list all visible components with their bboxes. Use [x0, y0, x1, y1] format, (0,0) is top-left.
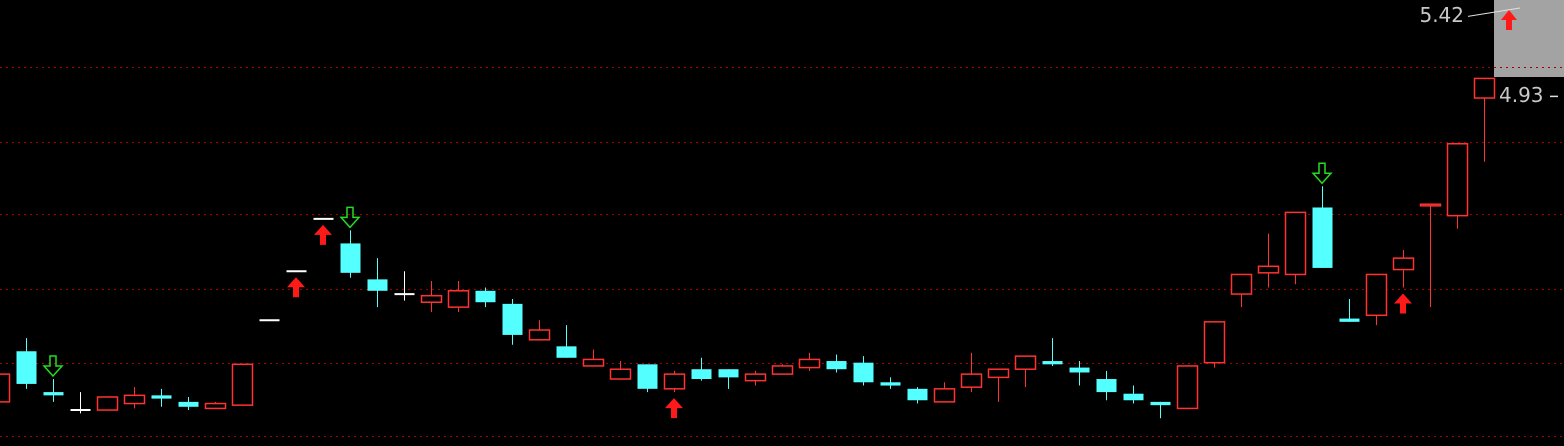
candle-body — [1365, 273, 1388, 317]
candle-body — [1446, 143, 1469, 217]
candle-body — [1042, 361, 1063, 365]
signal-arrow — [1501, 10, 1517, 30]
candle-body — [960, 373, 983, 388]
candle-body — [340, 243, 361, 273]
candle-body — [933, 388, 956, 403]
candle-body — [1014, 355, 1037, 370]
buy-arrow — [665, 398, 683, 419]
candle-body — [718, 369, 739, 378]
candle-body — [907, 388, 928, 401]
candle-body — [1069, 367, 1090, 373]
candle-body — [43, 392, 64, 396]
candle-body — [1312, 207, 1333, 268]
high-price-pointer — [1467, 7, 1521, 17]
candle-body — [798, 358, 821, 369]
candle-body — [123, 394, 146, 405]
candle-body — [16, 351, 37, 384]
candle-body — [1473, 77, 1496, 99]
candle-body — [771, 365, 794, 375]
candle-body — [1419, 203, 1442, 207]
candle-body — [502, 303, 523, 335]
candle-body — [691, 369, 712, 380]
candle-body — [0, 373, 11, 403]
candle-body — [880, 382, 901, 386]
sell-arrow — [339, 206, 361, 229]
sell-arrow — [1311, 162, 1333, 185]
high-price-label: 5.42 — [1419, 3, 1464, 27]
buy-arrow — [287, 277, 305, 298]
candle-body — [556, 346, 577, 358]
sell-arrow — [42, 355, 64, 378]
candle-body — [1230, 273, 1253, 295]
candle-body — [1123, 393, 1144, 401]
candle-body — [178, 401, 199, 407]
current-price-label: 4.93 — [1499, 83, 1544, 107]
candle-body — [1284, 211, 1307, 276]
buy-arrow — [1394, 293, 1412, 314]
candle-body — [663, 373, 686, 390]
candle-body — [1176, 365, 1199, 410]
candle-body — [1150, 401, 1171, 406]
candle-body — [582, 358, 605, 367]
candle-body — [151, 395, 172, 399]
candle-body — [744, 373, 767, 382]
candle-body — [609, 368, 632, 380]
candle-body — [96, 396, 119, 411]
candle-body — [1257, 265, 1280, 274]
candle-body — [447, 290, 470, 308]
candle-body — [853, 362, 874, 383]
candle-body — [1392, 257, 1415, 271]
candle-body — [987, 368, 1010, 379]
buy-arrow — [314, 224, 332, 245]
candle-body — [231, 363, 254, 406]
candle-body — [826, 361, 847, 370]
candle-body — [528, 329, 551, 341]
candle-body — [1203, 321, 1226, 364]
candle-body — [204, 402, 227, 410]
candle-body — [475, 290, 496, 303]
candle-body — [367, 279, 388, 291]
selection-highlight — [1494, 0, 1564, 77]
candle-body — [637, 364, 658, 389]
candle-body — [1339, 318, 1360, 322]
candle-body — [1096, 379, 1117, 393]
candle-body — [420, 294, 443, 303]
